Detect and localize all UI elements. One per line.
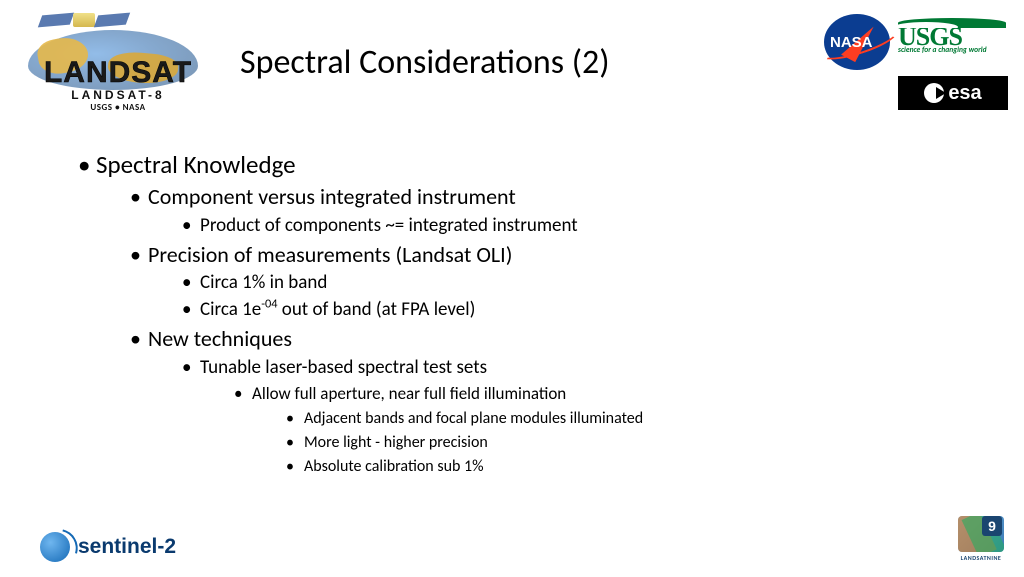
nasa-logo: NASA [824, 14, 890, 70]
bullet-l5c: Absolute calibration sub 1% [282, 455, 964, 479]
sentinel-icon [40, 532, 70, 562]
sentinel-logo-text: sentinel-2 [78, 535, 176, 559]
usgs-logo-text: USGS [898, 26, 1008, 48]
esa-logo: esa [898, 76, 1008, 110]
landsat-logo-sub: LANDSAT-8 [18, 88, 218, 102]
landsat9-logo: 9 LANDSATNINE [958, 516, 1004, 562]
landsat-logo: LANDSAT LANDSAT-8 USGS • NASA [18, 8, 218, 108]
slide-content: Spectral Knowledge Component versus inte… [74, 148, 964, 479]
usgs-logo-tag: science for a changing world [898, 46, 1008, 55]
slide-title: Spectral Considerations (2) [240, 42, 610, 83]
usgs-logo: USGS science for a changing world [898, 18, 1008, 64]
bullet-l2b: Precision of measurements (Landsat OLI) … [126, 240, 964, 325]
bullet-l1: Spectral Knowledge Component versus inte… [74, 148, 964, 479]
esa-logo-text: esa [948, 82, 981, 105]
bullet-l3b: Circa 1% in band [178, 270, 964, 297]
landsat9-cap: LANDSATNINE [958, 554, 1004, 562]
sentinel-logo: sentinel-2 [40, 532, 176, 562]
bullet-l3c: Circa 1e-04 out of band (at FPA level) [178, 297, 964, 324]
bullet-l2c: New techniques Tunable laser-based spect… [126, 324, 964, 478]
bullet-l5b: More light - higher precision [282, 431, 964, 455]
landsat-logo-text: LANDSAT [18, 56, 218, 90]
nasa-logo-text: NASA [830, 34, 873, 51]
landsat9-num: 9 [982, 516, 1002, 536]
bullet-l3a: Product of components ~= integrated inst… [178, 213, 964, 240]
bullet-l3d: Tunable laser-based spectral test sets A… [178, 355, 964, 479]
bullet-l2a: Component versus integrated instrument P… [126, 182, 964, 240]
bullet-l5a: Adjacent bands and focal plane modules i… [282, 407, 964, 431]
landsat-logo-sub2: USGS • NASA [18, 102, 218, 113]
bullet-l4a: Allow full aperture, near full field ill… [230, 382, 964, 479]
